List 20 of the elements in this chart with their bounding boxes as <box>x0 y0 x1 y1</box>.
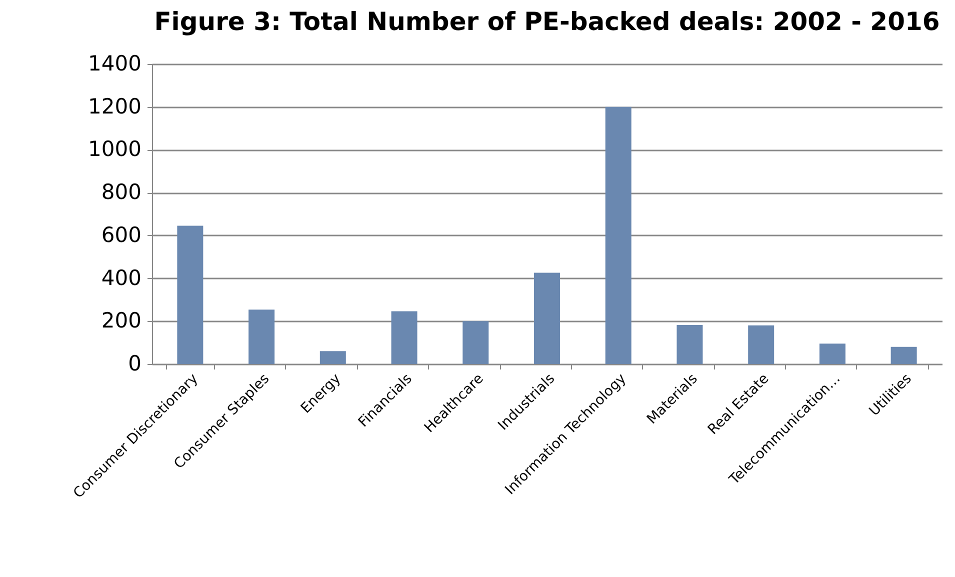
chart-title: Figure 3: Total Number of PE-backed deals: 2002 - 2016 <box>154 7 940 36</box>
bar <box>391 311 418 364</box>
bar <box>177 226 204 364</box>
bar <box>462 321 489 364</box>
bar <box>676 325 703 364</box>
y-tick-label: 1000 <box>88 137 142 162</box>
bar <box>890 346 917 364</box>
y-tick-label: 1200 <box>88 94 142 118</box>
y-tick-label: 600 <box>101 222 142 247</box>
bar <box>748 325 774 364</box>
bar <box>248 310 275 364</box>
y-tick-label: 1400 <box>88 52 142 76</box>
bar <box>819 344 846 364</box>
y-tick-label: 400 <box>101 266 142 290</box>
y-tick-label: 0 <box>128 352 142 376</box>
y-tick-label: 800 <box>101 180 142 204</box>
bar <box>605 106 632 364</box>
bar <box>320 351 346 364</box>
y-tick-label: 200 <box>101 308 142 333</box>
bar <box>534 272 560 364</box>
